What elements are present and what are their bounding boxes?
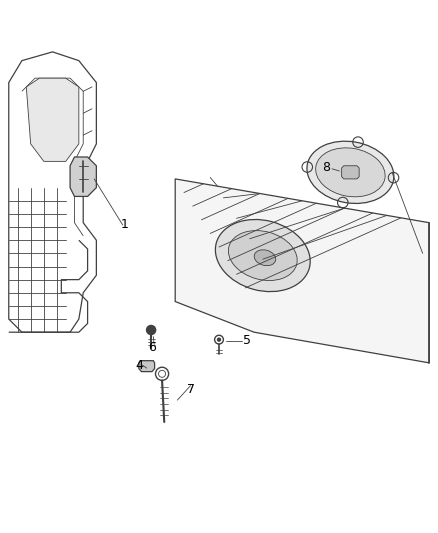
Text: 4: 4: [135, 359, 143, 372]
Ellipse shape: [254, 250, 276, 265]
Polygon shape: [342, 166, 359, 179]
Text: 6: 6: [148, 341, 156, 354]
Polygon shape: [26, 78, 79, 161]
Ellipse shape: [316, 148, 385, 197]
Ellipse shape: [307, 141, 394, 204]
Polygon shape: [70, 157, 96, 197]
Polygon shape: [139, 361, 155, 372]
Ellipse shape: [228, 231, 297, 280]
Text: 5: 5: [244, 335, 251, 348]
Ellipse shape: [215, 220, 310, 292]
Circle shape: [217, 337, 221, 342]
Text: 7: 7: [187, 383, 194, 395]
Text: 8: 8: [322, 161, 330, 174]
Polygon shape: [175, 179, 429, 363]
Text: 1: 1: [121, 219, 129, 231]
Circle shape: [146, 325, 156, 335]
